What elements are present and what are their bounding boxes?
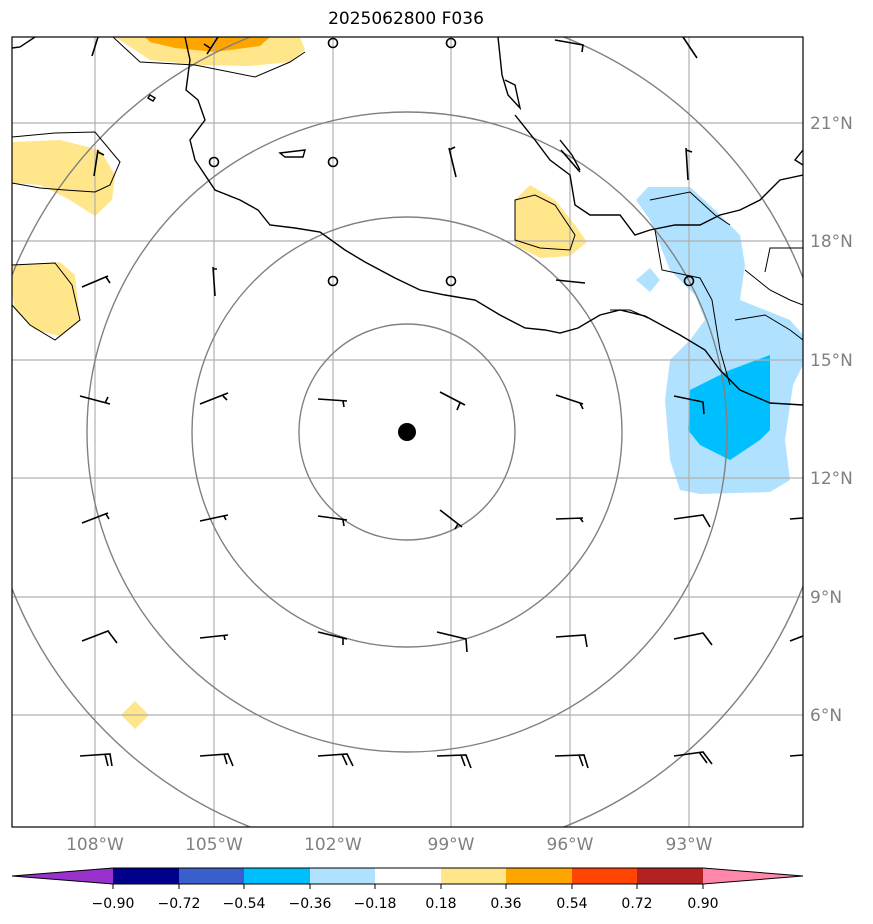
range-ring-1 — [298, 323, 516, 541]
lat-label-9n: 9°N — [810, 588, 842, 608]
colorbar-segment-1 — [113, 868, 179, 884]
colorbar-segment-2 — [179, 868, 244, 884]
range-ring-3 — [86, 111, 728, 753]
colorbar-tick-label: −0.54 — [223, 896, 266, 912]
colorbar-segment-4 — [310, 868, 375, 884]
colorbar-segment-3 — [244, 868, 310, 884]
lat-label-21n: 21°N — [810, 114, 853, 134]
colorbar-tick-label: 0.90 — [687, 896, 718, 912]
colorbar-segment-6 — [441, 868, 506, 884]
colorbar-extend-low — [12, 868, 113, 884]
lat-label-6n: 6°N — [810, 706, 842, 726]
colorbar-tick-label: 0.72 — [621, 896, 652, 912]
colorbar-tick-label: 0.36 — [490, 896, 521, 912]
x-axis-labels: 108°W 105°W 102°W 99°W 96°W 93°W — [66, 835, 713, 855]
colorbar: −0.90 −0.72 −0.54 −0.36 −0.18 0.18 0.36 … — [11, 867, 804, 912]
lon-label-105w: 105°W — [185, 835, 243, 855]
colorbar-segment-5 — [375, 868, 441, 884]
map-gridlines — [12, 37, 803, 827]
colorbar-tick-label: −0.36 — [289, 896, 332, 912]
lon-label-96w: 96°W — [547, 835, 594, 855]
lon-label-93w: 93°W — [666, 835, 713, 855]
colorbar-tick-label: 0.54 — [556, 896, 587, 912]
lat-label-15n: 15°N — [810, 351, 853, 371]
range-rings — [12, 37, 803, 827]
map-content — [12, 37, 803, 827]
map-frame — [11, 36, 804, 828]
borders — [12, 37, 803, 386]
lon-label-102w: 102°W — [304, 835, 362, 855]
colorbar-tick-label: 0.18 — [425, 896, 456, 912]
negative-shading — [636, 187, 803, 494]
positive-shading — [12, 37, 587, 729]
lat-label-12n: 12°N — [810, 469, 853, 489]
colorbar-segment-7 — [506, 868, 572, 884]
y-axis-labels: 21°N 18°N 15°N 12°N 9°N 6°N — [810, 114, 853, 726]
colorbar-segment-8 — [572, 868, 637, 884]
wind-barbs — [79, 37, 803, 769]
map-title: 2025062800 F036 — [328, 9, 484, 29]
colorbar-tick-label: −0.18 — [354, 896, 397, 912]
lon-label-99w: 99°W — [428, 835, 475, 855]
coastlines — [12, 37, 803, 406]
colorbar-tick-label: −0.72 — [158, 896, 201, 912]
lon-label-108w: 108°W — [66, 835, 124, 855]
colorbar-tick-label: −0.90 — [92, 896, 135, 912]
range-ring-2 — [191, 216, 623, 648]
colorbar-segment-9 — [637, 868, 703, 884]
colorbar-extend-high — [703, 868, 803, 884]
storm-center-marker — [398, 423, 416, 441]
lat-label-18n: 18°N — [810, 232, 853, 252]
